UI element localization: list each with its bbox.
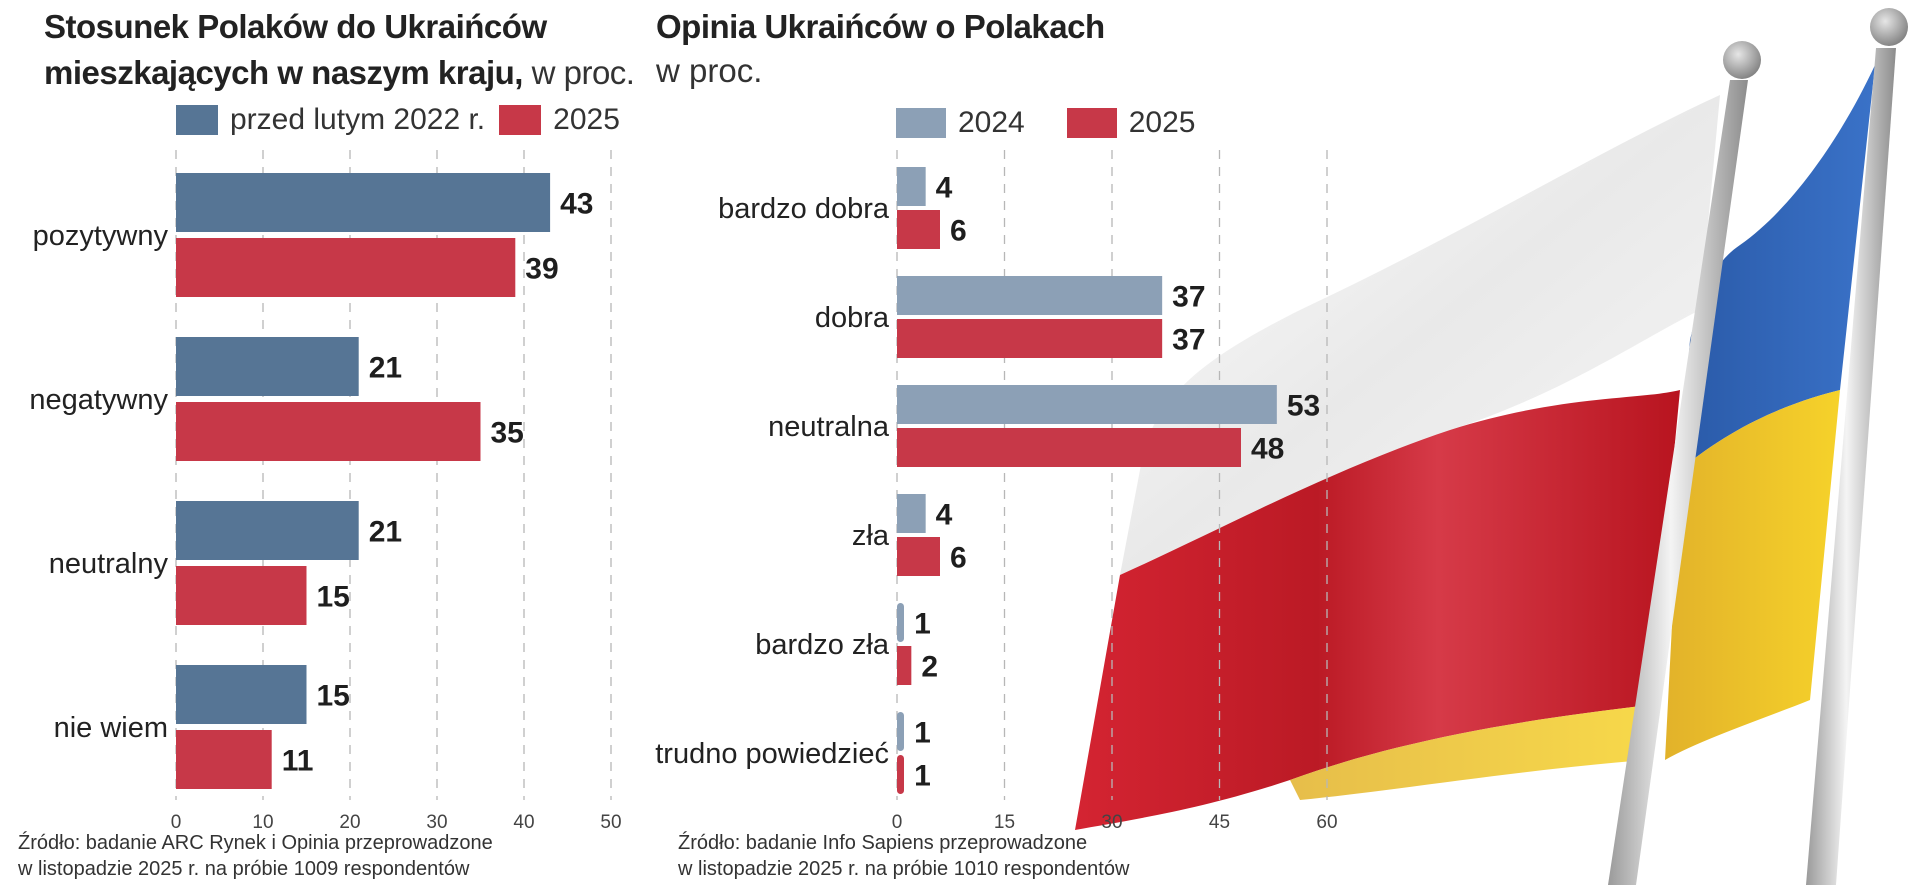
ukraine-flag-blue xyxy=(1680,65,1875,470)
legend-label-2025: 2025 xyxy=(553,103,620,136)
bar-2025 xyxy=(897,210,940,249)
bar-2025 xyxy=(176,238,516,297)
data-label: 21 xyxy=(369,352,402,385)
x-tick-label: 10 xyxy=(252,812,273,833)
data-label: 15 xyxy=(317,581,350,614)
poland-flag-white xyxy=(1120,95,1720,575)
data-label: 39 xyxy=(525,253,558,286)
x-tick-label: 45 xyxy=(1209,812,1230,833)
category-label: bardzo dobra xyxy=(718,193,890,225)
x-tick-label: 30 xyxy=(426,812,447,833)
poland-flag-red xyxy=(1075,390,1680,830)
bar-2024 xyxy=(897,494,926,533)
legend-label-2024: 2024 xyxy=(958,106,1025,139)
category-label: dobra xyxy=(815,302,890,334)
left-chart-title-line2: mieszkających w naszym kraju, xyxy=(44,54,523,91)
data-label: 21 xyxy=(369,516,402,549)
data-label: 4 xyxy=(936,499,953,532)
bar-2024 xyxy=(897,167,926,206)
left-chart-title-line1: Stosunek Polaków do Ukraińców xyxy=(44,8,547,45)
bar-2024 xyxy=(897,712,904,751)
flagpole-right xyxy=(1806,48,1896,885)
legend-swatch-2024 xyxy=(896,108,946,138)
x-tick-label: 15 xyxy=(994,812,1015,833)
category-label: pozytywny xyxy=(33,220,169,252)
data-label: 1 xyxy=(914,608,931,641)
category-label: zła xyxy=(852,520,890,552)
bar-2024 xyxy=(897,603,904,642)
x-tick-label: 20 xyxy=(339,812,360,833)
data-label: 37 xyxy=(1172,281,1205,314)
left-source-line2: w listopadzie 2025 r. na próbie 1009 res… xyxy=(18,858,470,880)
bar-przed-lutym-2022-r xyxy=(176,665,307,724)
x-tick-label: 50 xyxy=(600,812,621,833)
data-label: 37 xyxy=(1172,324,1205,357)
right-chart-unit: w proc. xyxy=(656,52,763,89)
flagpole-left-finial xyxy=(1723,41,1761,79)
x-tick-label: 40 xyxy=(513,812,534,833)
poland-flag-yellow-shadow xyxy=(1290,705,1650,800)
data-label: 1 xyxy=(914,717,931,750)
right-chart-title: Opinia Ukraińców o Polakach xyxy=(656,8,1105,45)
bar-2025 xyxy=(176,730,272,789)
bar-2024 xyxy=(897,385,1277,424)
data-label: 35 xyxy=(491,417,524,450)
x-tick-label: 0 xyxy=(171,812,182,833)
data-label: 6 xyxy=(950,542,967,575)
flagpole-left xyxy=(1608,80,1748,885)
left-chart-source: Źródło: badanie ARC Rynek i Opinia przep… xyxy=(18,830,493,882)
ukraine-flag-yellow xyxy=(1665,390,1840,760)
left-source-line1: Źródło: badanie ARC Rynek i Opinia przep… xyxy=(18,832,493,854)
legend-swatch-2025 xyxy=(499,105,542,135)
flagpole-right-finial xyxy=(1870,8,1908,46)
bar-2025 xyxy=(176,402,481,461)
bar-2025 xyxy=(897,537,940,576)
category-label: nie wiem xyxy=(54,712,168,744)
left-chart-unit: w proc. xyxy=(522,54,635,91)
bar-2024 xyxy=(897,276,1163,315)
category-label: neutralny xyxy=(49,548,169,580)
data-label: 53 xyxy=(1287,390,1320,423)
bar-2025 xyxy=(897,755,904,794)
category-label: negatywny xyxy=(29,384,168,416)
bar-2025 xyxy=(897,646,912,685)
data-label: 48 xyxy=(1251,433,1284,466)
data-label: 43 xyxy=(560,188,593,221)
bar-2025 xyxy=(897,428,1241,467)
data-label: 1 xyxy=(914,760,931,793)
right-source-line2: w listopadzie 2025 r. na próbie 1010 res… xyxy=(678,858,1130,880)
x-tick-label: 0 xyxy=(892,812,903,833)
bar-przed-lutym-2022-r xyxy=(176,173,551,232)
x-tick-label: 30 xyxy=(1101,812,1122,833)
data-label: 11 xyxy=(282,745,314,778)
bar-2025 xyxy=(176,566,307,625)
right-source-line1: Źródło: badanie Info Sapiens przeprowadz… xyxy=(678,832,1088,854)
right-chart-legend: 2024 2025 xyxy=(896,106,1210,140)
data-label: 4 xyxy=(936,172,953,205)
category-label: trudno powiedzieć xyxy=(655,738,889,770)
bar-przed-lutym-2022-r xyxy=(176,337,359,396)
legend-swatch-before-2022 xyxy=(176,105,218,135)
data-label: 6 xyxy=(950,215,967,248)
category-label: bardzo zła xyxy=(755,629,890,661)
left-chart-legend: przed lutym 2022 r. 2025 xyxy=(176,103,634,137)
bar-przed-lutym-2022-r xyxy=(176,501,359,560)
x-tick-label: 60 xyxy=(1316,812,1337,833)
legend-label-2025-right: 2025 xyxy=(1128,106,1196,139)
data-label: 2 xyxy=(921,651,938,684)
right-chart-source: Źródło: badanie Info Sapiens przeprowadz… xyxy=(678,830,1129,882)
left-chart-title: Stosunek Polaków do Ukraińców mieszkając… xyxy=(44,4,635,96)
legend-swatch-2025-right xyxy=(1066,108,1117,138)
category-label: neutralna xyxy=(768,411,890,443)
bar-2025 xyxy=(897,319,1163,358)
legend-label-before-2022: przed lutym 2022 r. xyxy=(230,103,486,136)
data-label: 15 xyxy=(317,680,350,713)
